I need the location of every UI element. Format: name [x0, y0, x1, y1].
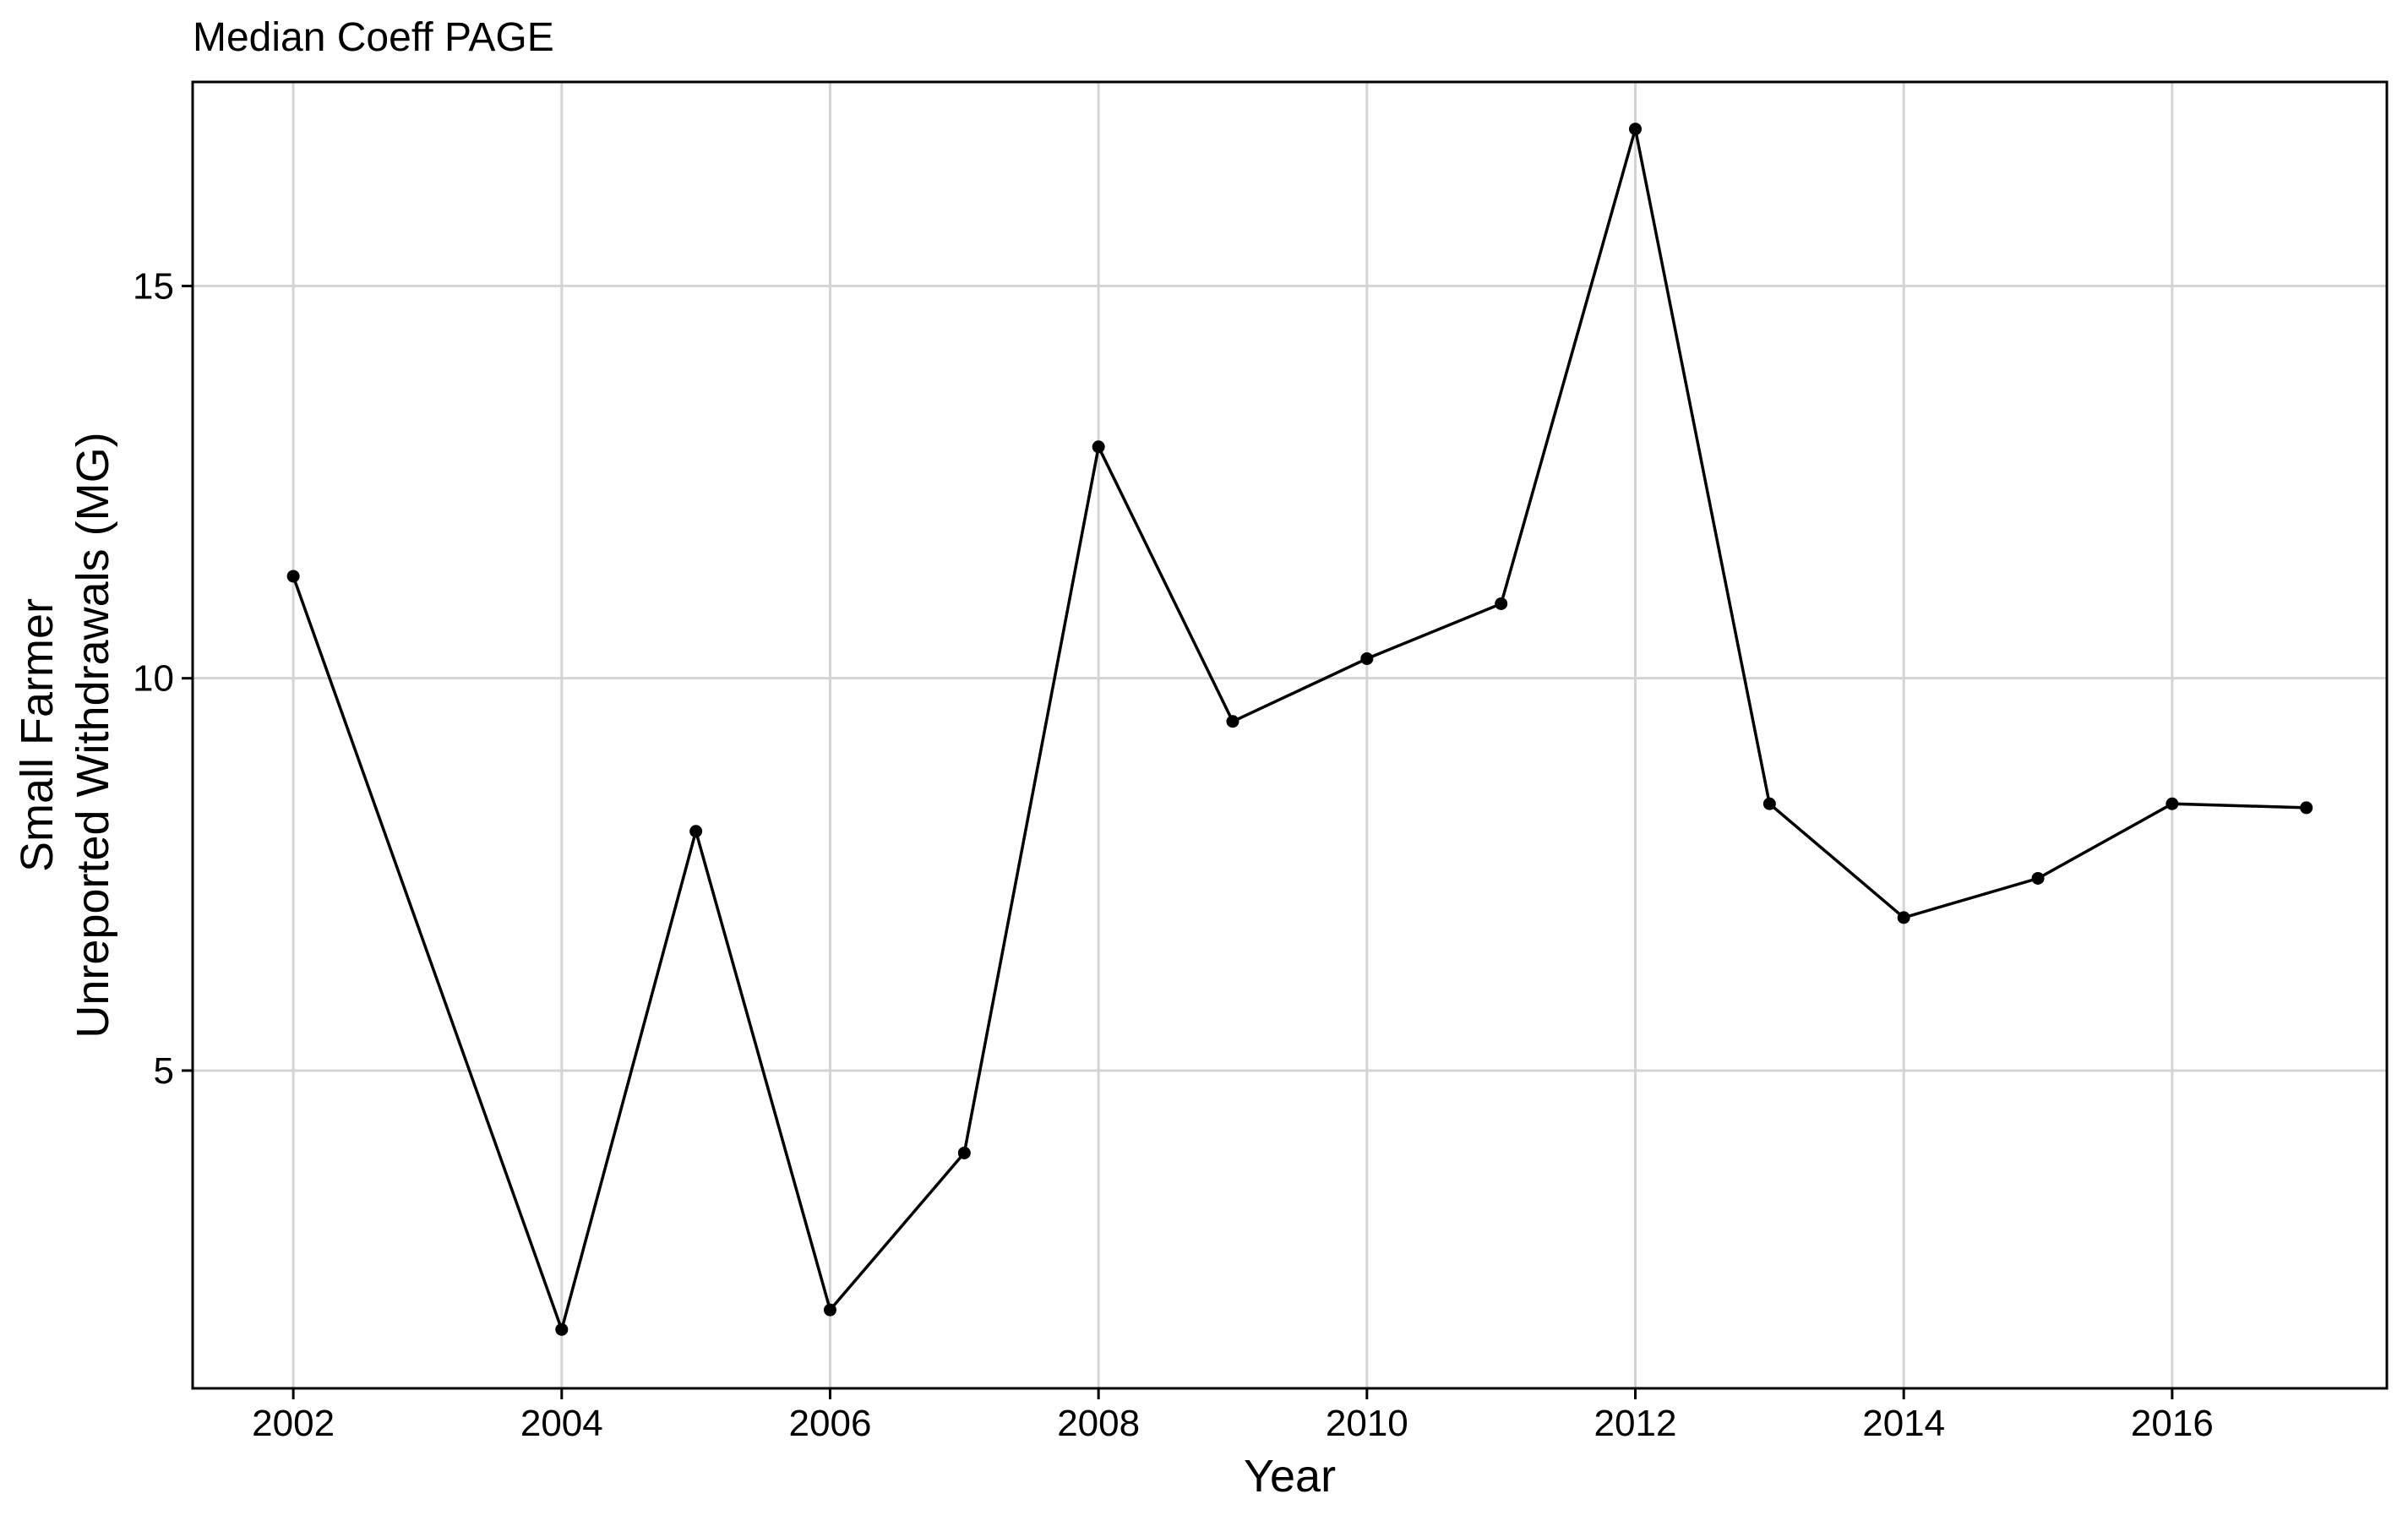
data-point-2005: [689, 825, 703, 838]
y-tick-label-15: 15: [133, 265, 174, 307]
data-point-2017: [2300, 801, 2313, 815]
data-point-2009: [1226, 715, 1239, 728]
x-tick-label-2004: 2004: [520, 1403, 603, 1444]
data-point-2011: [1495, 597, 1508, 610]
x-axis-label: Year: [1244, 1451, 1336, 1502]
data-point-2016: [2166, 797, 2179, 810]
x-tick-label-2010: 2010: [1326, 1403, 1408, 1444]
chart-title: Median Coeff PAGE: [193, 15, 554, 60]
x-tick-label-2002: 2002: [252, 1403, 335, 1444]
series-line-0: [291, 128, 2307, 1335]
data-point-2014: [1897, 911, 1910, 924]
data-point-2004: [555, 1322, 569, 1336]
x-tick-label-2014: 2014: [1862, 1403, 1945, 1444]
data-point-2008: [1092, 440, 1105, 454]
data-point-2007: [957, 1146, 971, 1159]
y-axis-label-line-2: Unreported Withdrawals (MG): [68, 432, 118, 1038]
x-tick-label-2012: 2012: [1594, 1403, 1677, 1444]
x-tick-label-2008: 2008: [1057, 1403, 1140, 1444]
data-point-2012: [1629, 123, 1643, 136]
grid-lines: [193, 82, 2387, 1388]
data-series: [286, 123, 2313, 1336]
data-point-2015: [2031, 871, 2045, 885]
plot-panel-border: [191, 80, 2389, 1390]
data-point-2013: [1762, 797, 1776, 810]
x-tick-label-2016: 2016: [2131, 1403, 2214, 1444]
x-tick-label-2006: 2006: [789, 1403, 872, 1444]
data-point-2002: [286, 570, 300, 583]
data-point-2010: [1360, 651, 1374, 665]
y-tick-label-5: 5: [154, 1050, 174, 1092]
data-point-2006: [823, 1303, 836, 1317]
axes: 2002 2004 2006 2008 2010 2012 2014 2016 5 10 15: [133, 265, 2214, 1444]
y-tick-label-10: 10: [133, 658, 174, 700]
y-axis-label: Small Farmer Unreported Withdrawals (MG): [12, 432, 118, 1038]
y-axis-label-line-1: Small Farmer: [12, 598, 63, 872]
